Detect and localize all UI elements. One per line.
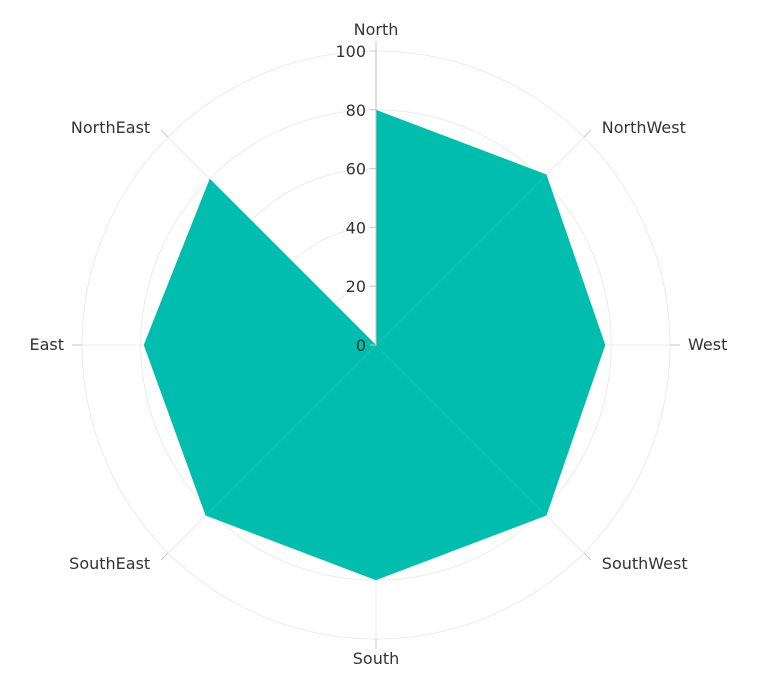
- radial-tick-label-100: 100: [335, 42, 366, 61]
- axis-layer: 0 20 40 60 80 100: [335, 42, 377, 355]
- series-layer: [143, 109, 606, 581]
- area-segment-north-northwest[interactable]: [376, 109, 547, 345]
- label-layer: North NorthWest West SouthWest South SouthEas…: [29, 20, 727, 668]
- area-segment-southwest-south[interactable]: [376, 345, 547, 581]
- category-label-northeast: NorthEast: [71, 118, 150, 137]
- outer-tick-southwest: [583, 552, 592, 561]
- radial-tick-label-40: 40: [346, 218, 366, 237]
- outer-tick-northwest: [583, 129, 592, 138]
- category-label-southeast: SouthEast: [69, 554, 150, 573]
- area-segment-south-southeast[interactable]: [205, 345, 376, 581]
- category-label-southwest: SouthWest: [602, 554, 688, 573]
- area-segment-east-northeast[interactable]: [143, 178, 376, 345]
- category-label-east: East: [29, 335, 64, 354]
- area-segment-west-southwest[interactable]: [376, 345, 606, 516]
- category-label-north: North: [354, 20, 399, 39]
- category-label-northwest: NorthWest: [602, 118, 686, 137]
- outer-tick-northeast: [160, 129, 169, 138]
- radial-tick-label-60: 60: [346, 160, 366, 179]
- area-segment-southeast-east[interactable]: [143, 345, 376, 516]
- outer-tick-southeast: [160, 552, 169, 561]
- radial-tick-label-80: 80: [346, 101, 366, 120]
- category-label-south: South: [353, 649, 400, 668]
- radial-tick-label-20: 20: [346, 277, 366, 296]
- radial-tick-label-0: 0: [356, 336, 366, 355]
- category-label-west: West: [688, 335, 727, 354]
- area-segment-northwest-west[interactable]: [376, 174, 606, 345]
